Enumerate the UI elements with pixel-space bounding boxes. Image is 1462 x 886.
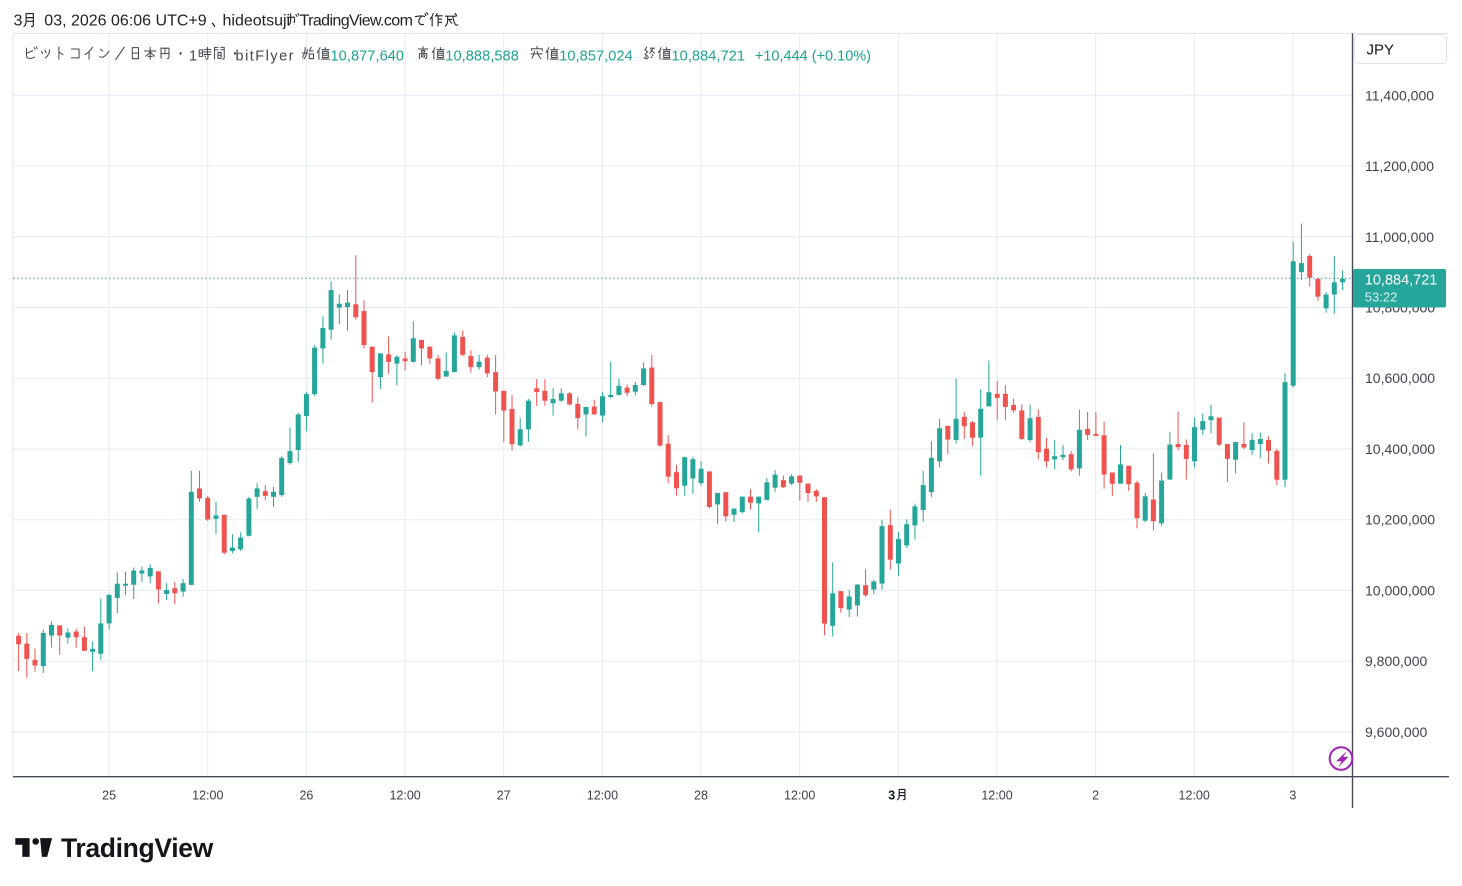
svg-text:10,884,721: 10,884,721 <box>672 48 746 64</box>
svg-text:28: 28 <box>694 789 708 803</box>
svg-text:10,600,000: 10,600,000 <box>1365 370 1435 386</box>
svg-text:53:22: 53:22 <box>1365 290 1398 305</box>
svg-text:1: 1 <box>189 48 197 64</box>
svg-text:12:00: 12:00 <box>587 789 618 803</box>
svg-text:JPY: JPY <box>1367 42 1395 59</box>
svg-text:2: 2 <box>1092 789 1099 803</box>
svg-text:3: 3 <box>1289 789 1296 803</box>
svg-text:10,857,024: 10,857,024 <box>559 48 633 64</box>
svg-text:TradingView: TradingView <box>61 833 214 863</box>
svg-text:9,800,000: 9,800,000 <box>1365 653 1427 669</box>
svg-text:27: 27 <box>497 789 511 803</box>
svg-text:12:00: 12:00 <box>1179 789 1210 803</box>
svg-text:25: 25 <box>102 789 116 803</box>
svg-text:10,877,640: 10,877,640 <box>331 48 405 64</box>
svg-text:10,000,000: 10,000,000 <box>1365 582 1435 598</box>
svg-text:12:00: 12:00 <box>981 789 1012 803</box>
svg-text:12:00: 12:00 <box>784 789 815 803</box>
svg-text:+10,444 (+0.10%): +10,444 (+0.10%) <box>755 48 871 64</box>
svg-text:10,888,588: 10,888,588 <box>445 48 519 64</box>
svg-text:26: 26 <box>299 789 313 803</box>
svg-text:3: 3 <box>14 13 23 30</box>
svg-text:9,600,000: 9,600,000 <box>1365 724 1427 740</box>
svg-text:11,400,000: 11,400,000 <box>1365 87 1434 103</box>
svg-text:11,200,000: 11,200,000 <box>1365 158 1434 174</box>
svg-text:hideotsuji: hideotsuji <box>223 13 291 30</box>
svg-text:12:00: 12:00 <box>389 789 420 803</box>
svg-text:10,884,721: 10,884,721 <box>1365 273 1438 289</box>
svg-text:12:00: 12:00 <box>192 789 223 803</box>
svg-text:3: 3 <box>888 789 895 803</box>
svg-text:TradingView.com: TradingView.com <box>300 13 413 30</box>
svg-text:10,200,000: 10,200,000 <box>1365 512 1435 528</box>
svg-text:11,000,000: 11,000,000 <box>1365 229 1434 245</box>
svg-text:10,400,000: 10,400,000 <box>1365 441 1435 457</box>
svg-text:03, 2026 06:06 UTC+9: 03, 2026 06:06 UTC+9 <box>44 13 206 30</box>
